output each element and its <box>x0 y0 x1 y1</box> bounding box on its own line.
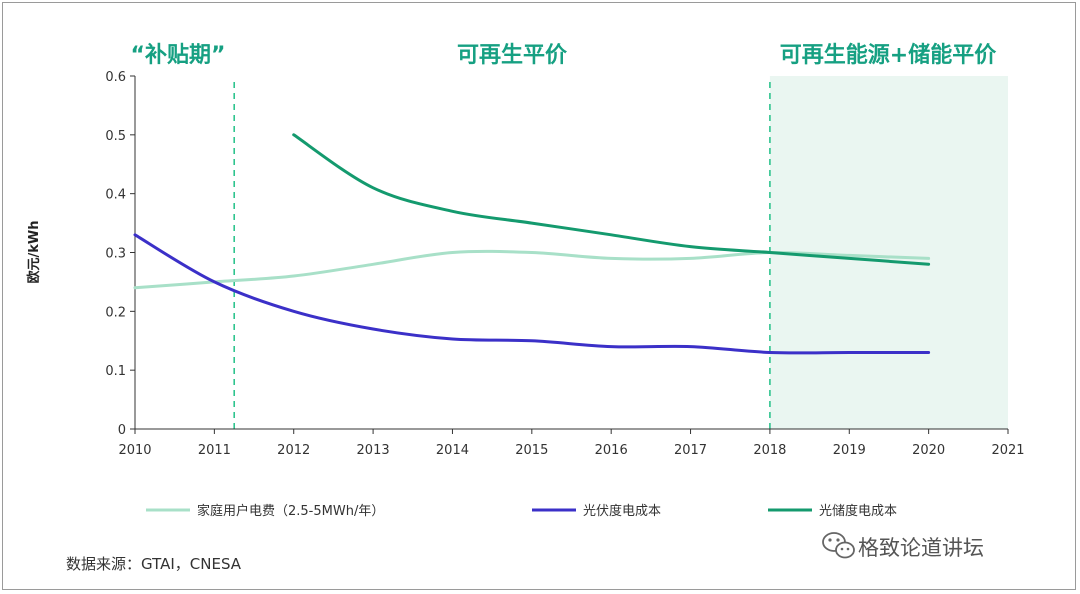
legend-label: 光伏度电成本 <box>583 503 661 519</box>
x-tick-label: 2019 <box>833 443 866 458</box>
x-tick-label: 2021 <box>991 443 1024 458</box>
x-tick-label: 2015 <box>515 443 548 458</box>
wechat-icon <box>822 532 855 559</box>
phase-label: 可再生平价 <box>457 43 568 68</box>
y-tick-label: 0.6 <box>105 70 126 85</box>
y-tick-label: 0.4 <box>105 188 126 203</box>
legend-label: 家庭用户电费（2.5-5MWh/年） <box>197 503 384 519</box>
legend-item: 光储度电成本 <box>768 503 897 519</box>
y-tick-label: 0.2 <box>105 305 126 320</box>
legend-label: 光储度电成本 <box>819 503 897 519</box>
x-tick-label: 2018 <box>753 443 786 458</box>
watermark-text: 格致论道讲坛 <box>858 536 984 560</box>
series-line-pv-storage-lcoe <box>292 133 931 266</box>
x-tick-label: 2020 <box>912 443 945 458</box>
source-note: 数据来源：GTAI，CNESA <box>66 555 242 573</box>
series-line-household-tariff <box>133 249 931 290</box>
x-tick-label: 2011 <box>198 443 231 458</box>
phase-label: “补贴期” <box>131 42 226 68</box>
watermark: 格致论道讲坛 <box>822 532 984 560</box>
x-tick-label: 2012 <box>277 443 310 458</box>
legend-item: 家庭用户电费（2.5-5MWh/年） <box>146 503 384 519</box>
x-tick-label: 2014 <box>436 443 469 458</box>
y-tick-label: 0.1 <box>105 364 126 379</box>
x-tick-label: 2017 <box>674 443 707 458</box>
y-tick-label: 0 <box>118 423 126 438</box>
x-tick-label: 2013 <box>357 443 390 458</box>
y-tick-label: 0.3 <box>105 247 126 262</box>
legend-item: 光伏度电成本 <box>532 503 661 519</box>
phase-label: 可再生能源+储能平价 <box>780 42 997 68</box>
x-tick-label: 2016 <box>595 443 628 458</box>
series-line-pv-lcoe <box>133 233 931 355</box>
x-tick-label: 2010 <box>118 443 151 458</box>
y-tick-label: 0.5 <box>105 129 126 144</box>
y-axis-label: 欧元/kWh <box>26 221 42 284</box>
